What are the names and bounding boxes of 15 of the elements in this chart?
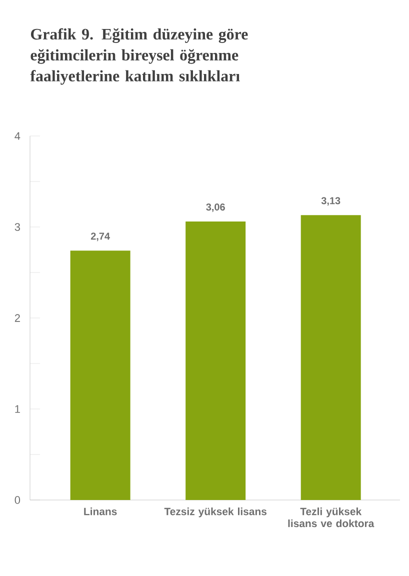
y-tick-label: 0 [14, 496, 20, 504]
y-tick-label: 2 [14, 314, 20, 322]
x-tick-label: Tezli yüksek lisans ve doktora [288, 508, 374, 528]
x-tick-label: Tezsiz yüksek lisans [164, 508, 267, 518]
bar [186, 222, 246, 500]
chart-title: Grafik 9. Eğitim düzeyine göre eğitimcilerin bireysel öğrenme faaliyetlerine katılım sıklıkları [30, 28, 248, 85]
data-label: 3,06 [206, 204, 225, 212]
bar [300, 215, 361, 500]
y-tick-label: 1 [15, 405, 20, 413]
bar [70, 250, 130, 500]
x-tick-label: Linans [84, 508, 117, 516]
y-tick-label: 4 [14, 132, 20, 140]
data-label: 2,74 [90, 232, 110, 242]
data-label: 3,13 [321, 197, 340, 206]
y-tick-label: 3 [14, 223, 20, 231]
